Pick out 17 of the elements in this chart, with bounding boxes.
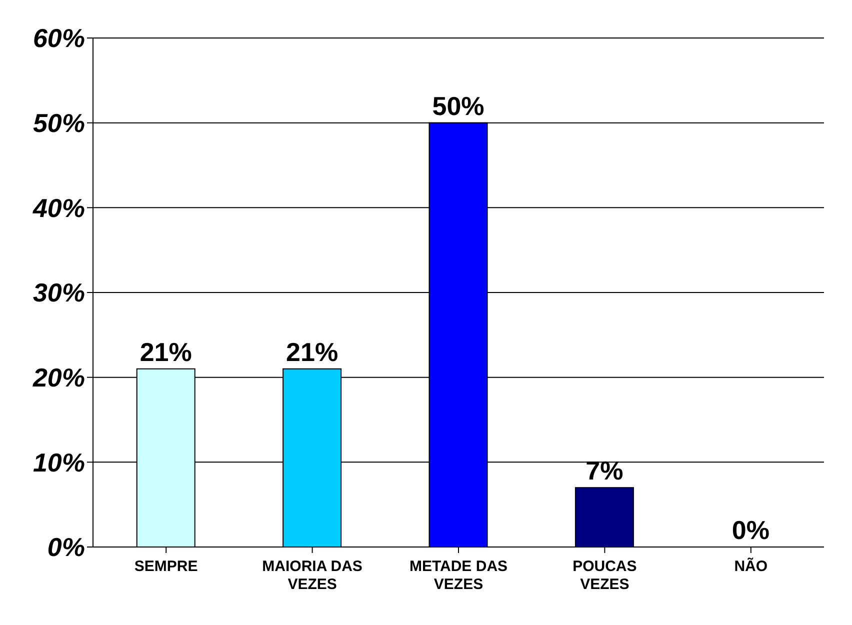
data-label: 21% xyxy=(286,336,338,367)
y-tick-label: 50% xyxy=(32,108,85,138)
y-tick-label: 0% xyxy=(47,532,85,562)
data-label: 0% xyxy=(732,515,770,545)
x-tick-label: METADE DAS VEZES xyxy=(409,558,508,593)
data-label: 21% xyxy=(140,336,192,367)
y-tick-label: 60% xyxy=(32,23,85,54)
y-tick-label: 30% xyxy=(32,278,85,308)
y-tick-label: 40% xyxy=(32,192,85,223)
x-tick-label: NÃO xyxy=(734,557,768,575)
x-tick-label: POUCAS VEZES xyxy=(572,558,637,593)
data-label: 50% xyxy=(432,90,484,121)
y-tick-label: 10% xyxy=(32,447,85,478)
x-tick-label: MAIORIA DAS VEZES xyxy=(262,558,362,593)
data-label: 7% xyxy=(586,456,624,486)
x-tick-label: SEMPRE xyxy=(134,558,198,575)
y-tick-label: 20% xyxy=(32,362,85,393)
